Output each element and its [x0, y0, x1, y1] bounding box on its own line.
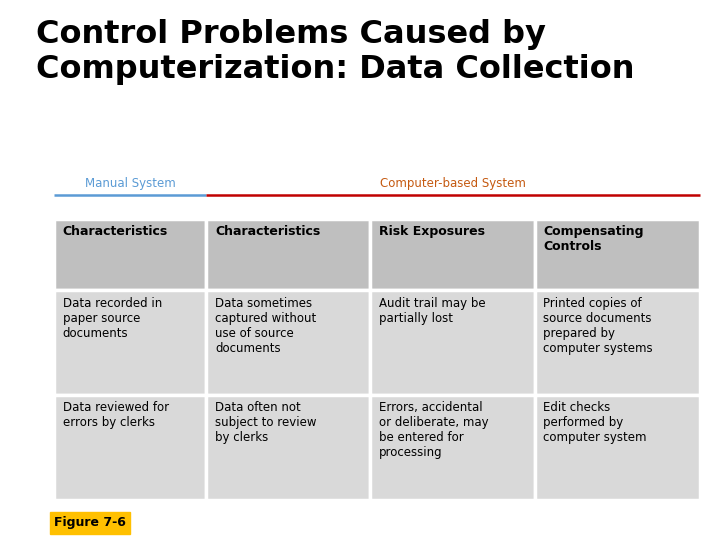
- Text: Control Problems Caused by
Computerization: Data Collection: Control Problems Caused by Computerizati…: [36, 19, 634, 85]
- Text: Data recorded in
paper source
documents: Data recorded in paper source documents: [63, 297, 162, 340]
- Bar: [207, 395, 371, 500]
- Bar: [534, 291, 700, 395]
- Bar: [207, 291, 371, 395]
- Bar: [371, 291, 534, 395]
- Text: Computer-based System: Computer-based System: [380, 177, 526, 190]
- Text: Errors, accidental
or deliberate, may
be entered for
processing: Errors, accidental or deliberate, may be…: [379, 401, 489, 460]
- Text: Characteristics: Characteristics: [63, 225, 168, 238]
- Text: Printed copies of
source documents
prepared by
computer systems: Printed copies of source documents prepa…: [543, 297, 653, 355]
- Bar: [534, 219, 700, 291]
- Text: Edit checks
performed by
computer system: Edit checks performed by computer system: [543, 401, 647, 444]
- Bar: [207, 219, 371, 291]
- Text: Data reviewed for
errors by clerks: Data reviewed for errors by clerks: [63, 401, 168, 429]
- Bar: [54, 291, 207, 395]
- Bar: [534, 395, 700, 500]
- Text: Figure 7-6: Figure 7-6: [54, 516, 126, 529]
- Text: Compensating
Controls: Compensating Controls: [543, 225, 644, 253]
- Bar: [371, 219, 534, 291]
- Text: Manual System: Manual System: [85, 177, 176, 190]
- Text: Data often not
subject to review
by clerks: Data often not subject to review by cler…: [215, 401, 317, 444]
- Text: Audit trail may be
partially lost: Audit trail may be partially lost: [379, 297, 486, 325]
- Bar: [54, 395, 207, 500]
- Text: Risk Exposures: Risk Exposures: [379, 225, 485, 238]
- Text: Data sometimes
captured without
use of source
documents: Data sometimes captured without use of s…: [215, 297, 316, 355]
- Bar: [371, 395, 534, 500]
- Bar: [54, 219, 207, 291]
- Text: Characteristics: Characteristics: [215, 225, 320, 238]
